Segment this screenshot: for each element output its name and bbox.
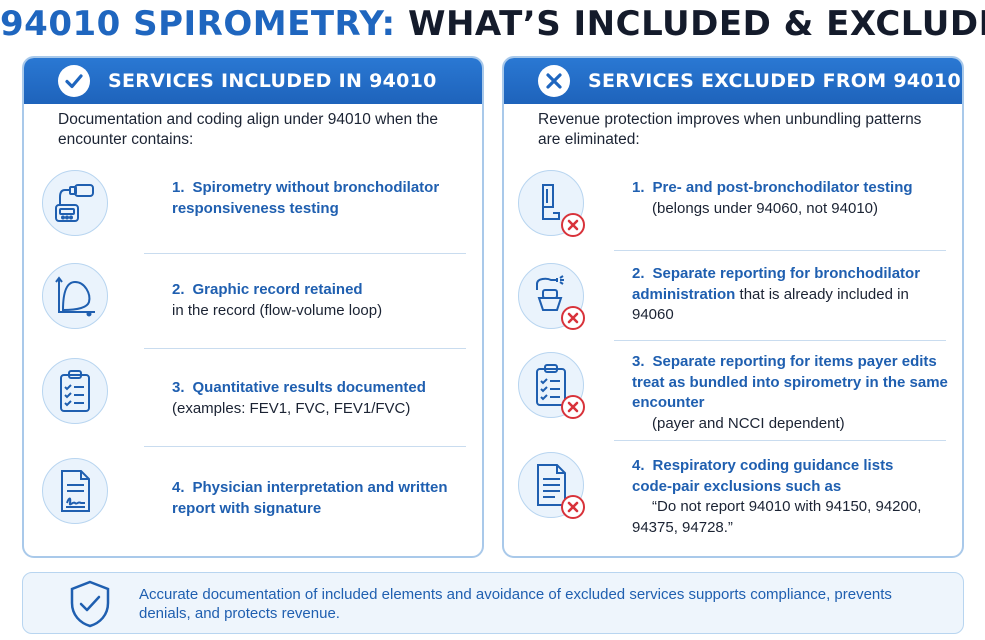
divider <box>614 340 946 341</box>
included-header: SERVICES INCLUDED IN 94010 <box>24 58 482 104</box>
divider <box>144 348 466 349</box>
excluded-item-3: 3. Separate reporting for items payer edi… <box>632 353 948 432</box>
included-item-4: 4. Physician interpretation and written r… <box>172 479 448 517</box>
excluded-intro: Revenue protection improves when unbundl… <box>538 111 922 148</box>
flow-volume-graph-icon <box>42 263 108 329</box>
signed-document-icon <box>42 458 108 524</box>
included-item-2: 2. Graphic record retained in the record … <box>172 281 383 319</box>
inhaler-icon <box>518 170 585 237</box>
clipboard-checklist-icon <box>518 352 585 419</box>
title-subject: WHAT’S INCLUDED & EXCLUDED <box>407 4 985 44</box>
included-header-label: SERVICES INCLUDED IN 94010 <box>108 70 437 92</box>
included-panel: SERVICES INCLUDED IN 94010 Documentation… <box>22 56 484 558</box>
exclusion-x-icon <box>561 495 585 519</box>
excluded-item-2: 2. Separate reporting for bronchodilator … <box>632 265 921 323</box>
exclusion-x-icon <box>561 306 585 330</box>
excluded-header-label: SERVICES EXCLUDED FROM 94010 <box>588 70 961 92</box>
footer-message: Accurate documentation of included eleme… <box>139 586 892 622</box>
divider <box>614 250 946 251</box>
excluded-header: SERVICES EXCLUDED FROM 94010 <box>504 58 962 104</box>
clipboard-checklist-icon <box>42 358 108 424</box>
excluded-item-4: 4. Respiratory coding guidance lists code… <box>632 457 922 536</box>
nebulizer-icon <box>518 263 585 330</box>
included-item-3: 3. Quantitative results documented (examp… <box>172 379 426 417</box>
included-intro: Documentation and coding align under 940… <box>58 111 439 148</box>
document-icon <box>518 452 585 519</box>
title-code: 94010 SPIROMETRY: <box>0 4 396 44</box>
spirometer-icon <box>42 170 108 236</box>
included-item-1: 1. Spirometry without bronchodilator resp… <box>172 179 440 217</box>
divider <box>144 253 466 254</box>
excluded-item-1: 1. Pre- and post-bronchodilator testing (… <box>632 179 913 217</box>
excluded-panel: SERVICES EXCLUDED FROM 94010 Revenue pro… <box>502 56 964 558</box>
page-title: 94010 SPIROMETRY: WHAT’S INCLUDED & EXCL… <box>0 4 985 44</box>
x-mark-icon <box>538 65 570 97</box>
shield-check-icon <box>67 579 113 634</box>
divider <box>614 440 946 441</box>
divider <box>144 446 466 447</box>
exclusion-x-icon <box>561 213 585 237</box>
footer-banner: Accurate documentation of included eleme… <box>22 572 964 634</box>
checkmark-icon <box>58 65 90 97</box>
exclusion-x-icon <box>561 395 585 419</box>
